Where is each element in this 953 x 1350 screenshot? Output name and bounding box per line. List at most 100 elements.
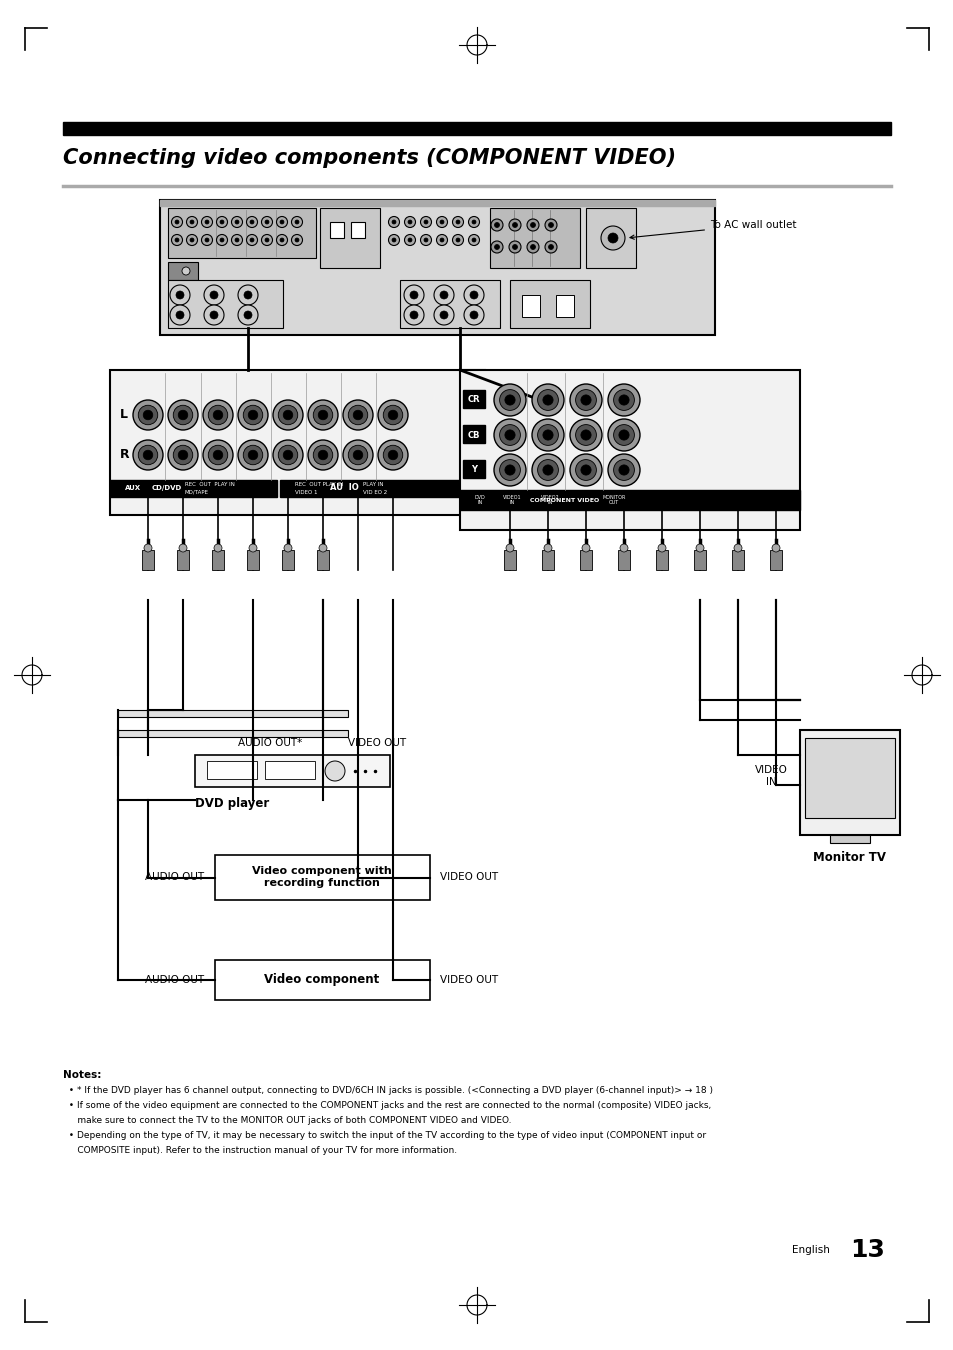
Circle shape: [499, 459, 519, 481]
Bar: [110, 370, 484, 514]
Circle shape: [174, 238, 179, 242]
Circle shape: [284, 544, 292, 552]
Circle shape: [580, 464, 591, 475]
Circle shape: [537, 425, 558, 446]
Circle shape: [504, 464, 515, 475]
Circle shape: [423, 238, 428, 242]
Bar: [462, 425, 484, 443]
Circle shape: [544, 219, 557, 231]
Circle shape: [237, 440, 268, 470]
Bar: [118, 710, 348, 717]
Bar: [118, 730, 348, 737]
Text: AUDIO OUT: AUDIO OUT: [145, 975, 204, 985]
Bar: [462, 460, 484, 478]
Circle shape: [203, 400, 233, 431]
Circle shape: [537, 459, 558, 481]
Circle shape: [273, 440, 303, 470]
Circle shape: [210, 310, 218, 319]
Text: VID EO 2: VID EO 2: [363, 490, 387, 494]
Text: PLAY IN: PLAY IN: [363, 482, 383, 487]
Bar: [490, 208, 579, 269]
Bar: [829, 836, 869, 842]
Circle shape: [143, 450, 152, 460]
Circle shape: [201, 235, 213, 246]
Bar: [168, 262, 198, 279]
Text: CD/DVD: CD/DVD: [152, 485, 182, 491]
Circle shape: [210, 292, 218, 298]
Circle shape: [439, 220, 443, 224]
Circle shape: [494, 418, 525, 451]
Text: Notes:: Notes:: [63, 1071, 101, 1080]
Circle shape: [292, 216, 302, 228]
Bar: [212, 549, 224, 570]
Circle shape: [280, 220, 284, 224]
Circle shape: [234, 220, 239, 224]
Circle shape: [512, 244, 517, 250]
Text: L: L: [120, 409, 128, 421]
Circle shape: [470, 292, 477, 298]
Text: MD/TAPE: MD/TAPE: [185, 490, 209, 494]
Circle shape: [308, 400, 337, 431]
Circle shape: [580, 429, 591, 440]
Circle shape: [205, 238, 209, 242]
Bar: [556, 296, 574, 317]
Circle shape: [532, 418, 563, 451]
Circle shape: [308, 440, 337, 470]
Circle shape: [383, 405, 402, 425]
Circle shape: [463, 285, 483, 305]
Circle shape: [548, 244, 553, 250]
Circle shape: [388, 216, 399, 228]
Circle shape: [509, 242, 520, 252]
Text: AUDIO OUT*: AUDIO OUT*: [237, 738, 302, 748]
Circle shape: [313, 405, 333, 425]
Bar: [800, 730, 899, 836]
Text: make sure to connect the TV to the MONITOR OUT jacks of both COMPONENT VIDEO and: make sure to connect the TV to the MONIT…: [63, 1116, 511, 1125]
Bar: [459, 370, 800, 531]
Bar: [351, 221, 365, 238]
Circle shape: [132, 400, 163, 431]
Circle shape: [246, 216, 257, 228]
Circle shape: [618, 396, 628, 405]
Circle shape: [377, 440, 408, 470]
Bar: [804, 738, 894, 818]
Bar: [265, 761, 314, 779]
Circle shape: [203, 440, 233, 470]
Text: VIDEO1
IN: VIDEO1 IN: [502, 494, 520, 505]
Circle shape: [404, 216, 416, 228]
Circle shape: [172, 216, 182, 228]
Circle shape: [581, 544, 589, 552]
Circle shape: [733, 544, 741, 552]
Circle shape: [174, 220, 179, 224]
Text: VIDEO
IN: VIDEO IN: [755, 765, 787, 787]
Bar: [110, 481, 276, 497]
Circle shape: [439, 292, 448, 298]
Circle shape: [434, 285, 454, 305]
Circle shape: [542, 396, 553, 405]
Circle shape: [216, 216, 227, 228]
Circle shape: [244, 292, 252, 298]
Circle shape: [237, 305, 257, 325]
Circle shape: [278, 405, 297, 425]
Bar: [214, 960, 430, 1000]
Circle shape: [170, 285, 190, 305]
Circle shape: [273, 400, 303, 431]
Circle shape: [204, 285, 224, 305]
Bar: [194, 755, 390, 787]
Text: • * If the DVD player has 6 channel output, connecting to DVD/6CH IN jacks is po: • * If the DVD player has 6 channel outp…: [63, 1085, 712, 1095]
Circle shape: [250, 220, 253, 224]
Circle shape: [509, 219, 520, 231]
Circle shape: [504, 429, 515, 440]
Text: DVD
IN: DVD IN: [475, 494, 485, 505]
Circle shape: [468, 216, 479, 228]
Circle shape: [170, 305, 190, 325]
Bar: [319, 208, 379, 269]
Bar: [731, 549, 743, 570]
Circle shape: [499, 425, 519, 446]
Circle shape: [205, 220, 209, 224]
Text: REC  OUT  PLAY IN: REC OUT PLAY IN: [185, 482, 234, 487]
Circle shape: [250, 238, 253, 242]
Circle shape: [403, 285, 423, 305]
Circle shape: [138, 405, 157, 425]
Circle shape: [436, 235, 447, 246]
Circle shape: [234, 238, 239, 242]
